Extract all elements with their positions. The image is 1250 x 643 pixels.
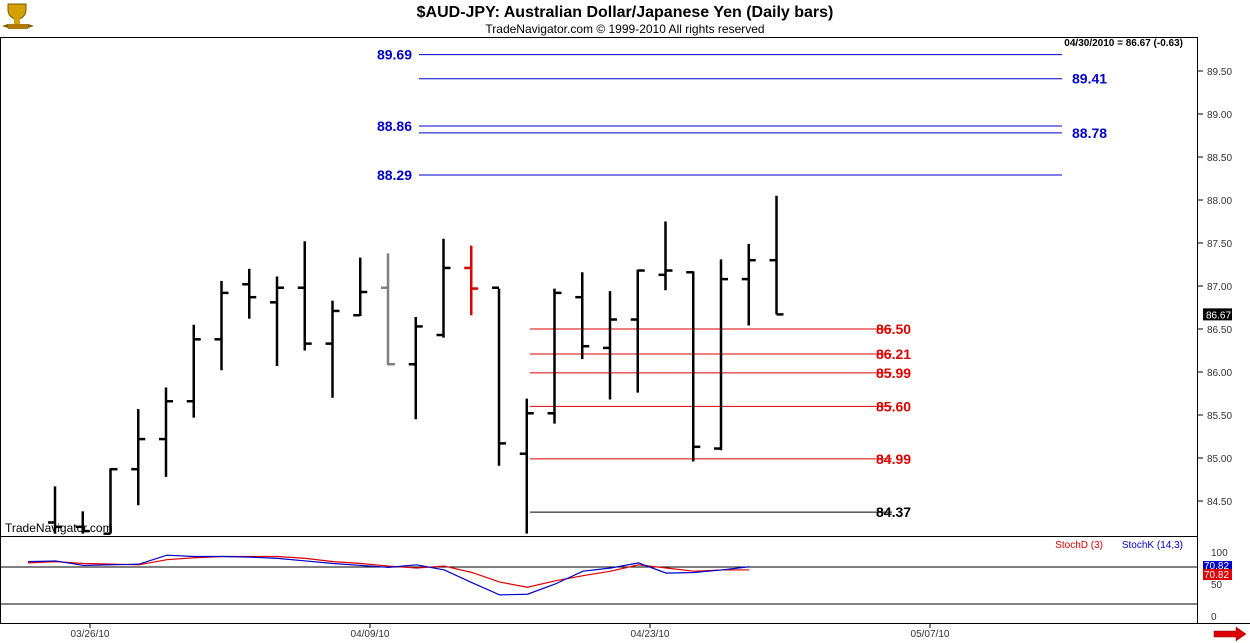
ohlc-bar [714,259,728,451]
level-label: 85.99 [876,365,911,381]
red-right-arrow-icon[interactable] [1213,626,1247,642]
price-tick-label: 86.50 [1207,325,1232,336]
last-price-box [1203,308,1232,321]
legend-stochd: StochD (3) [1055,540,1103,551]
price-panel-frame [0,37,1198,537]
ohlc-bar [270,276,284,366]
level-label: 84.37 [876,504,911,520]
stoch-series-line [27,554,750,596]
ohlc-bar [159,387,173,477]
stoch-d-value: 70.82 [1204,570,1229,581]
price-tick-label: 87.00 [1207,282,1232,293]
ohlc-bar [436,238,451,338]
stoch-series-line [27,555,750,588]
stoch-k-value-box [1203,561,1232,571]
level-label: 89.41 [1072,71,1107,87]
price-tick-label: 84.50 [1207,497,1232,508]
date-axis: 03/26/10 04/09/10 04/23/10 05/07/10 [71,624,950,640]
ohlc-bar [630,269,645,393]
level-label: 88.78 [1072,125,1107,141]
last-price-info: 04/30/2010 = 86.67 (-0.63) [1064,38,1183,49]
ohlc-bar [408,316,423,420]
ohlc-bar [131,408,146,506]
date-tick-label: 05/07/10 [911,629,950,640]
price-tick-label: 85.50 [1207,411,1232,422]
ohlc-bar [214,280,229,371]
ohlc-bar [381,253,395,366]
ohlc-bar [353,257,368,317]
legend-stochk: StochK (14,3) [1122,540,1183,551]
ohlc-bar [186,324,201,418]
ohlc-bar [658,221,673,291]
price-tick-label: 89.00 [1207,110,1232,121]
stoch-tick-label: 50 [1211,580,1223,591]
ohlc-bar [75,511,90,534]
price-tick-label: 87.50 [1207,239,1232,250]
price-tick-label: 85.00 [1207,454,1232,465]
last-price-label: 86.67 [1206,310,1231,321]
date-tick-label: 04/09/10 [351,629,390,640]
price-tick-label: 88.00 [1207,196,1232,207]
level-label: 86.21 [876,346,911,362]
ohlc-bar [769,195,784,316]
level-label: 89.69 [377,47,412,63]
logo-trophy-icon [2,3,34,29]
ohlc-bar [603,291,617,400]
ohlc-bar [464,245,479,316]
ohlc-bar [492,286,506,466]
stoch-tick-label: 100 [1211,548,1228,559]
ohlc-bar [48,486,62,534]
price-tick-label: 89.50 [1207,67,1232,78]
ohlc-bar [686,270,701,462]
ohlc-bar [519,398,534,534]
date-tick-label: 04/23/10 [631,629,670,640]
chart-title: $AUD-JPY: Australian Dollar/Japanese Yen… [417,4,834,21]
stoch-d-value-box [1203,569,1232,580]
support-resistance-levels: 89.69 89.41 88.86 88.78 88.29 86.50 86.21 85.99… [377,47,1107,521]
chart-subtitle: TradeNavigator.com © 1999-2010 All right… [485,22,764,36]
price-tick-label: 88.50 [1207,153,1232,164]
ohlc-bar [242,268,257,319]
price-axis: 84.50 85.00 85.50 86.00 86.50 87.00 87.50 88.00… [1198,67,1232,508]
level-label: 84.99 [876,451,911,467]
ohlc-bar [547,288,562,424]
level-label: 88.29 [377,167,412,183]
stoch-tick-label: 0 [1211,612,1217,623]
stochastic-panel-frame [0,536,1198,624]
date-tick-label: 03/26/10 [71,629,110,640]
stoch-k-value: 70.82 [1204,561,1229,572]
ohlc-bar [103,467,118,535]
level-label: 88.86 [377,118,412,134]
ohlc-bar [325,300,340,398]
price-tick-label: 86.00 [1207,368,1232,379]
level-label: 86.50 [876,321,911,337]
level-label: 85.60 [876,398,911,414]
price-bars [48,195,784,535]
stochastic-oscillator [1,554,1197,605]
ohlc-bar [575,272,590,360]
ohlc-bar [741,243,756,326]
ohlc-bar [297,241,312,351]
